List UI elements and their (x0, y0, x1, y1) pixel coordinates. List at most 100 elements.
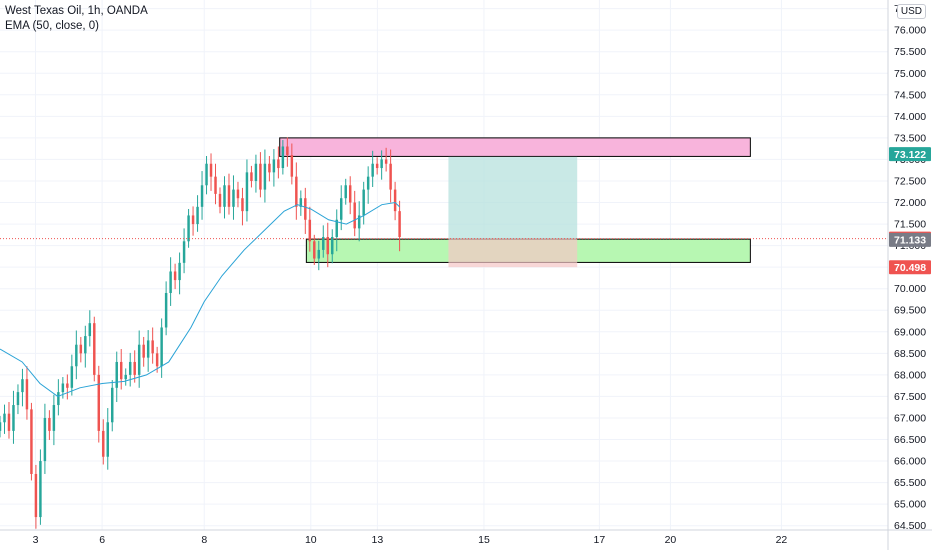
candle-body (3, 413, 6, 423)
candle-body (214, 176, 217, 194)
price-label-badge (889, 147, 931, 162)
candle-body (169, 271, 172, 294)
candle-body (232, 189, 235, 207)
candle-body (52, 405, 56, 431)
candle-body (178, 262, 181, 281)
y-tick-label: 72.500 (894, 175, 926, 187)
x-tick-label: 20 (665, 534, 677, 546)
candle-body (277, 159, 280, 169)
candle-body (160, 327, 163, 367)
x-tick-label: 13 (372, 534, 384, 546)
candle-body (75, 344, 78, 367)
candle-body (389, 163, 392, 190)
candle-body (7, 413, 11, 431)
candle-body (196, 206, 199, 225)
y-tick-label: 65.500 (894, 477, 926, 489)
y-tick-label: 66.000 (894, 456, 926, 468)
y-tick-label: 75.000 (894, 68, 926, 80)
candle-body (236, 189, 240, 199)
y-tick-label: 68.000 (894, 369, 926, 381)
price-label: 71.133 (894, 235, 926, 247)
candle-body (357, 215, 361, 229)
candle-body (25, 379, 29, 410)
candle-body (339, 198, 343, 220)
candle-body (128, 361, 132, 375)
candle-body (182, 241, 186, 263)
candle-body (322, 236, 325, 250)
candle-body (304, 198, 307, 220)
candle-body (187, 215, 190, 242)
price-label-badge (889, 260, 931, 275)
candle-body (164, 293, 168, 328)
candle-body (88, 323, 92, 337)
y-tick-label: 65.000 (894, 499, 926, 511)
candle-body (281, 146, 285, 169)
y-tick-label: 74.500 (894, 89, 926, 101)
supply-zone (279, 137, 751, 157)
candle-body (362, 189, 365, 216)
candle-body (245, 172, 249, 212)
candle-body (146, 340, 150, 358)
candle-body (272, 159, 276, 173)
x-tick-label: 6 (99, 534, 105, 546)
candle-body (308, 219, 312, 242)
candle-body (209, 163, 213, 177)
y-tick-label: 69.500 (894, 305, 926, 317)
candle-body (348, 185, 352, 203)
candle-body (106, 422, 109, 457)
candle-body (313, 241, 316, 259)
candle-body (384, 159, 388, 164)
candle-body (61, 383, 65, 393)
candle-body (259, 163, 262, 190)
y-tick-label: 76.000 (894, 25, 926, 37)
y-tick-label: 67.500 (894, 391, 926, 403)
y-tick-label: 73.500 (894, 132, 926, 144)
candle-body (344, 185, 347, 199)
candle-body (191, 215, 195, 225)
candle-body (124, 374, 127, 380)
candle-body (250, 172, 253, 181)
candle-body (12, 405, 15, 431)
candle-body (93, 323, 96, 375)
candle-body (295, 176, 298, 207)
candle-body (375, 163, 379, 169)
candle-body (205, 163, 208, 186)
candle-body (151, 340, 154, 354)
y-tick-label: 74.000 (894, 111, 926, 123)
candle-body (43, 417, 47, 462)
candle-body (380, 159, 383, 169)
candle-body (227, 185, 231, 207)
candle-body (290, 155, 294, 177)
y-tick-label: 75.500 (894, 46, 926, 58)
candle-body (34, 473, 38, 518)
candle-body (398, 211, 401, 237)
candle-body (115, 361, 118, 388)
candle-body (254, 163, 258, 181)
candle-body (70, 366, 74, 388)
price-label: 73.122 (894, 149, 926, 161)
x-tick-label: 10 (305, 534, 317, 546)
candle-body (84, 336, 87, 354)
candle-body (331, 236, 334, 255)
candle-body (66, 383, 69, 388)
candle-body (30, 409, 33, 474)
x-tick-label: 22 (776, 534, 788, 546)
y-tick-label: 64.500 (894, 520, 926, 532)
candle-body (48, 417, 51, 431)
candle-body (218, 193, 222, 207)
x-tick-label: 17 (594, 534, 606, 546)
y-tick-label: 67.000 (894, 412, 926, 424)
candle-body (79, 344, 83, 354)
candle-body (200, 185, 204, 207)
candle-body (119, 361, 123, 380)
candle-body (393, 189, 397, 212)
candle-body (0, 422, 2, 431)
y-tick-label: 70.000 (894, 283, 926, 295)
y-tick-label: 66.500 (894, 434, 926, 446)
x-tick-label: 8 (201, 534, 207, 546)
currency-button[interactable]: USD (896, 4, 926, 19)
x-tick-label: 3 (33, 534, 39, 546)
candle-body (335, 219, 338, 237)
candle-body (353, 202, 356, 229)
